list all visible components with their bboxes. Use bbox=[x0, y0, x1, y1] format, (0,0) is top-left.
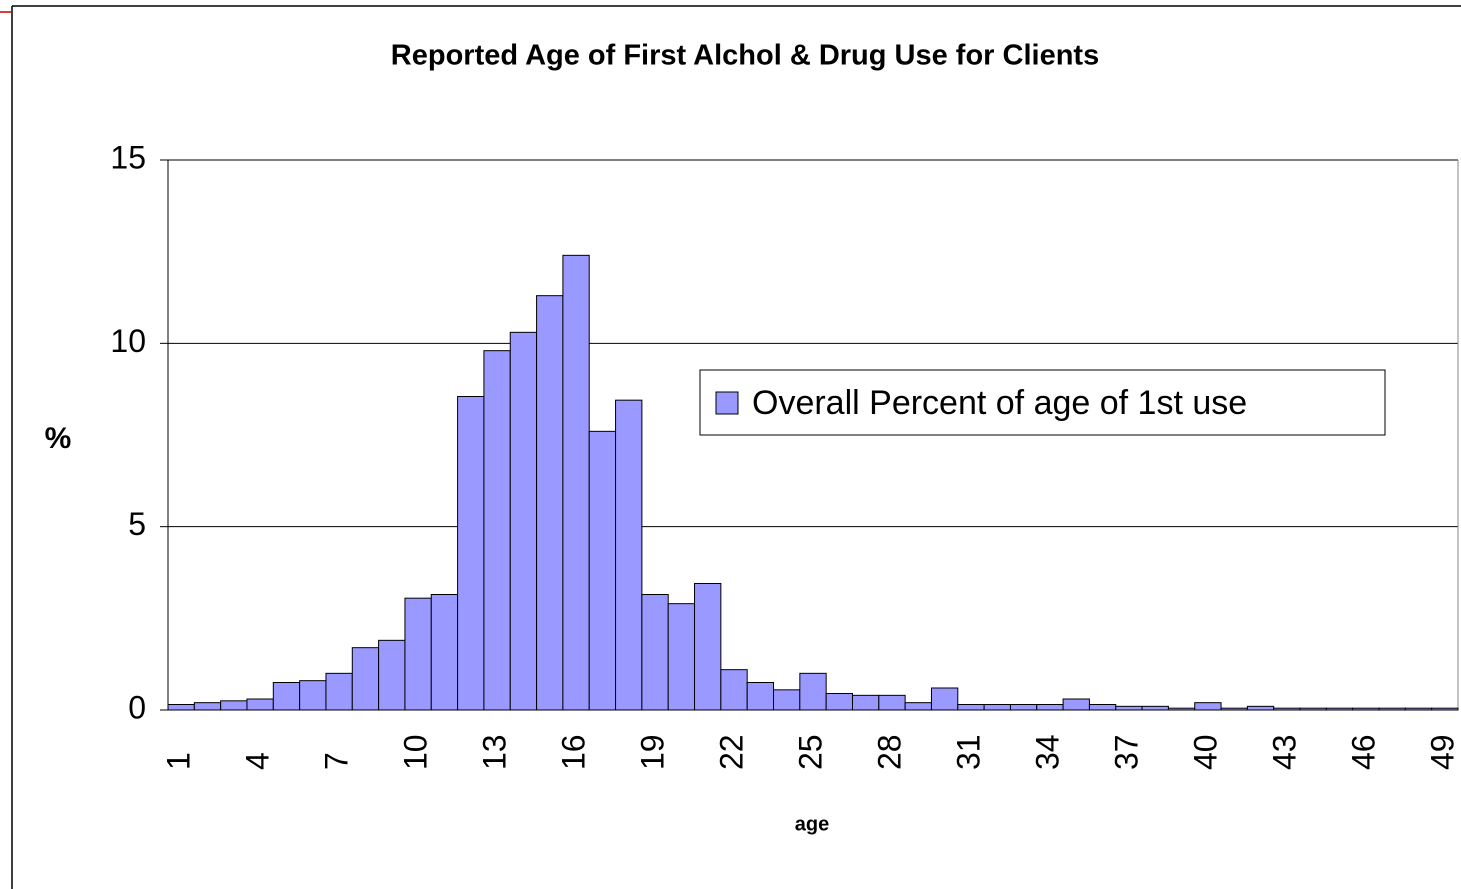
bar bbox=[957, 704, 985, 711]
bar bbox=[667, 603, 696, 711]
bar bbox=[1088, 704, 1117, 711]
bar bbox=[378, 639, 406, 711]
legend-box bbox=[699, 369, 1386, 436]
x-tick-label: 10 bbox=[398, 734, 434, 770]
bar bbox=[430, 594, 459, 711]
bar bbox=[615, 399, 643, 711]
bar bbox=[483, 350, 511, 711]
y-tick-label: 0 bbox=[128, 689, 146, 725]
bar bbox=[878, 694, 906, 711]
bar bbox=[509, 331, 538, 711]
x-tick-label: 34 bbox=[1029, 734, 1065, 770]
bar bbox=[404, 597, 432, 711]
x-tick-label: 19 bbox=[634, 734, 670, 770]
x-tick-label: 46 bbox=[1345, 734, 1381, 770]
bar bbox=[1062, 698, 1090, 711]
bar bbox=[1036, 704, 1064, 711]
y-tick-label: 5 bbox=[128, 506, 146, 542]
x-tick-label: 13 bbox=[477, 734, 513, 770]
y-tick-label: 10 bbox=[110, 323, 146, 359]
x-tick-label: 43 bbox=[1266, 734, 1302, 770]
x-tick-label: 49 bbox=[1424, 734, 1460, 770]
legend-label: Overall Percent of age of 1st use bbox=[752, 384, 1247, 422]
bar bbox=[1009, 704, 1038, 711]
x-tick-label: 40 bbox=[1187, 734, 1223, 770]
bar bbox=[457, 396, 485, 711]
bar bbox=[773, 689, 801, 711]
x-tick-label: 25 bbox=[792, 734, 828, 770]
y-axis-label: % bbox=[45, 422, 72, 455]
x-tick-label: 1 bbox=[161, 752, 197, 770]
bar bbox=[930, 687, 959, 711]
bar bbox=[272, 682, 301, 711]
bar bbox=[851, 694, 880, 711]
x-tick-label: 4 bbox=[240, 752, 276, 770]
x-tick-label: 7 bbox=[319, 752, 355, 770]
bar bbox=[220, 700, 248, 711]
x-tick-label: 28 bbox=[871, 734, 907, 770]
bar bbox=[1141, 705, 1169, 711]
bar bbox=[746, 682, 775, 711]
bar bbox=[299, 680, 327, 711]
bar bbox=[904, 702, 932, 711]
chart-title: Reported Age of First Alchol & Drug Use … bbox=[391, 40, 1099, 72]
x-tick-label: 31 bbox=[950, 734, 986, 770]
bar bbox=[246, 698, 274, 711]
bar bbox=[799, 672, 827, 711]
bar bbox=[983, 704, 1011, 711]
bar bbox=[1194, 702, 1222, 711]
bar bbox=[1246, 705, 1275, 711]
bar bbox=[193, 702, 222, 711]
x-axis-label: age bbox=[795, 813, 829, 835]
bar bbox=[588, 430, 617, 711]
bar bbox=[1115, 705, 1143, 711]
x-tick-label: 37 bbox=[1108, 734, 1144, 770]
x-tick-label: 16 bbox=[556, 734, 592, 770]
bar bbox=[641, 594, 669, 711]
bar bbox=[167, 704, 195, 711]
bar bbox=[562, 254, 590, 711]
bar bbox=[720, 669, 748, 711]
legend-swatch bbox=[715, 391, 739, 415]
bar bbox=[351, 647, 380, 711]
bar bbox=[325, 672, 353, 711]
bar bbox=[536, 295, 564, 711]
bar bbox=[694, 583, 722, 711]
bar bbox=[825, 693, 853, 711]
y-tick-label: 15 bbox=[110, 139, 146, 175]
x-tick-label: 22 bbox=[713, 734, 749, 770]
